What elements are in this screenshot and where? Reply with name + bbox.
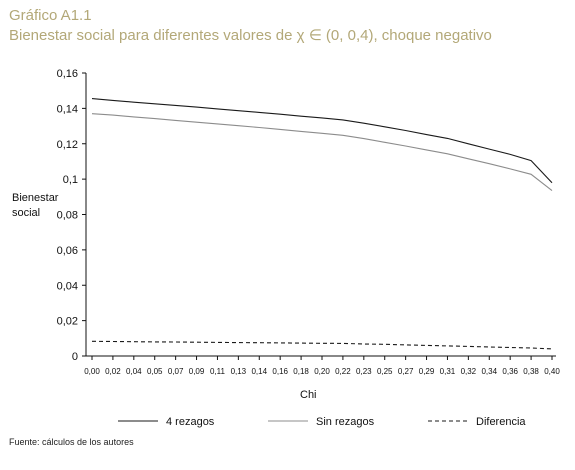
y-tick-label: 0,08 [57,210,78,222]
legend-label-2: Sin rezagos [316,416,375,428]
x-tick-label: 0,05 [147,367,163,376]
x-tick-label: 0,11 [210,367,226,376]
x-tick-label: 0,23 [356,367,372,376]
x-tick-label: 0,13 [231,367,247,376]
y-tick-label: 0,1 [63,174,78,186]
figure-title-block: Gráfico A1.1 Bienestar social para difer… [9,6,492,46]
y-tick-label: 0,12 [57,139,78,151]
series-line-2 [91,113,553,192]
series-line-1 [91,98,553,184]
x-tick-label: 0,29 [419,367,435,376]
y-tick-label: 0,04 [57,280,78,292]
y-tick-label: 0,02 [57,316,78,328]
x-tick-label: 0,34 [481,367,497,376]
y-tick-label: 0,16 [57,68,78,80]
x-tick-label: 0,36 [502,367,518,376]
x-tick-label: 0,22 [335,367,351,376]
series-lines [91,98,553,350]
y-ticks: 0 0,02 0,04 0,06 0,08 0,1 0,12 0,14 0,16 [57,68,86,363]
y-axis-label: Bienestar social [12,191,72,221]
legend: 4 rezagos Sin rezagos Diferencia [118,416,526,428]
x-tick-label: 0,04 [126,367,142,376]
x-tick-label: 0,20 [314,367,330,376]
y-tick-label: 0 [72,351,78,363]
figure-title: Bienestar social para diferentes valores… [9,27,492,44]
x-tick-label: 0,14 [251,367,267,376]
x-tick-label: 0,40 [544,367,560,376]
x-tick-label: 0,27 [398,367,414,376]
series-line-3 [91,340,553,350]
x-tick-label: 0,02 [105,367,121,376]
x-tick-label: 0,32 [461,367,477,376]
x-tick-label: 0,07 [168,367,184,376]
x-tick-label: 0,18 [293,367,309,376]
x-tick-label: 0,25 [377,367,393,376]
x-tick-label: 0,31 [440,367,456,376]
source-note: Fuente: cálculos de los autores [9,437,134,447]
figure-label: Gráfico A1.1 [9,7,92,24]
legend-label-1: 4 rezagos [166,416,215,428]
x-tick-label: 0,38 [523,367,539,376]
y-axis-label-text: Bienestar social [12,192,59,219]
y-tick-label: 0,06 [57,245,78,257]
x-tick-label: 0,00 [84,367,100,376]
x-axis-label: Chi [300,389,317,401]
x-tick-label: 0,09 [189,367,205,376]
chart-axes [85,73,556,357]
x-tick-label: 0,16 [272,367,288,376]
y-tick-label: 0,14 [57,103,78,115]
legend-label-3: Diferencia [476,416,526,428]
x-ticks: 0,00 0,02 0,04 0,05 0,07 0,09 0,11 0,13 0,14 0,16… [84,356,560,376]
